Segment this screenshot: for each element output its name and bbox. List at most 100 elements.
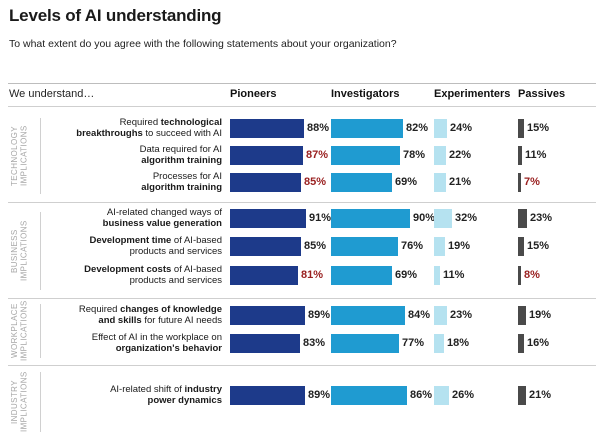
data-label-passives: 21% <box>529 386 551 405</box>
data-label-pioneers: 88% <box>307 119 329 138</box>
bar-passives <box>518 209 527 228</box>
bar-passives <box>518 306 526 325</box>
data-label-value: 69 <box>395 176 408 188</box>
data-label-unit: % <box>542 212 553 224</box>
data-label-value: 87 <box>306 149 319 161</box>
data-label-value: 69 <box>395 269 408 281</box>
data-label-investigators: 82% <box>406 119 428 138</box>
bar-passives <box>518 334 524 353</box>
row-label-part: for future AI needs <box>141 315 222 326</box>
data-label-value: 22 <box>449 149 462 161</box>
data-label-unit: % <box>467 212 478 224</box>
data-label-value: 8 <box>524 269 531 281</box>
bar-investigators <box>331 266 392 285</box>
data-label-unit: % <box>462 122 473 134</box>
data-label-investigators: 90% <box>413 209 435 228</box>
data-label-value: 16 <box>527 337 540 349</box>
data-label-value: 15 <box>527 240 540 252</box>
data-label-value: 89 <box>308 309 321 321</box>
bar-passives <box>518 237 524 256</box>
bar-passives <box>518 119 524 138</box>
row-label-part: of AI-based <box>171 264 222 275</box>
data-label-value: 78 <box>403 149 416 161</box>
bar-investigators <box>331 386 407 405</box>
data-label-pioneers: 89% <box>308 386 330 405</box>
bar-experimenters <box>434 209 452 228</box>
data-label-investigators: 76% <box>401 237 423 256</box>
row-label-part: Required <box>119 117 161 128</box>
bar-pioneers <box>230 173 301 192</box>
divider <box>8 298 596 299</box>
row-label-part: technological <box>160 117 222 128</box>
data-label-unit: % <box>420 309 431 321</box>
bar-pioneers <box>230 334 300 353</box>
data-label-value: 21 <box>449 176 462 188</box>
data-label-unit: % <box>413 240 424 252</box>
data-label-investigators: 77% <box>402 334 424 353</box>
data-label-passives: 8% <box>524 266 540 285</box>
group-bracket-line <box>40 304 41 358</box>
row-label-part: algorithm training <box>141 182 222 193</box>
data-label-experimenters: 18% <box>447 334 469 353</box>
data-label-experimenters: 26% <box>452 386 474 405</box>
row-label-part: Effect of AI in the workplace on <box>91 332 222 343</box>
data-label-unit: % <box>541 309 552 321</box>
row-label: Data required for AI algorithm training <box>0 144 222 166</box>
data-label-value: 19 <box>448 240 461 252</box>
data-label-investigators: 69% <box>395 266 417 285</box>
data-label-value: 11 <box>443 269 455 281</box>
chart-title: Levels of AI understanding <box>9 6 222 25</box>
bar-experimenters <box>434 146 446 165</box>
data-label-passives: 15% <box>527 237 549 256</box>
row-label-part: Development time <box>89 235 172 246</box>
row-label-part: AI-related changed ways of <box>106 207 222 218</box>
bar-experimenters <box>434 386 449 405</box>
data-label-pioneers: 81% <box>301 266 323 285</box>
data-label-pioneers: 85% <box>304 173 326 192</box>
row-label: Development time of AI-based products and… <box>0 235 222 257</box>
group-bracket-line <box>40 212 41 290</box>
bar-investigators <box>331 173 392 192</box>
bar-pioneers <box>230 266 298 285</box>
data-label-experimenters: 21% <box>449 173 471 192</box>
data-label-passives: 16% <box>527 334 549 353</box>
row-label-part: power dynamics <box>147 395 222 406</box>
row-label-part: industry <box>184 384 222 395</box>
data-label-unit: % <box>313 269 324 281</box>
data-label-unit: % <box>316 176 327 188</box>
data-label-unit: % <box>454 269 465 281</box>
data-label-unit: % <box>320 389 331 401</box>
data-label-unit: % <box>407 176 418 188</box>
column-header-passives: Passives <box>518 88 566 100</box>
bar-investigators <box>331 209 410 228</box>
bar-pioneers <box>230 146 303 165</box>
chart-subtitle: To what extent do you agree with the fol… <box>9 38 397 50</box>
row-label-part: changes of knowledge <box>120 304 222 315</box>
divider <box>8 106 596 107</box>
row-label-part: to succeed with AI <box>142 128 222 139</box>
row-label-part: algorithm training <box>141 155 222 166</box>
data-label-pioneers: 83% <box>303 334 325 353</box>
column-header-pioneers: Pioneers <box>230 88 277 100</box>
row-label-part: products and services <box>129 275 222 286</box>
data-label-value: 7 <box>524 176 531 188</box>
bar-investigators <box>331 119 403 138</box>
data-label-unit: % <box>539 240 550 252</box>
data-label-unit: % <box>461 149 472 161</box>
data-label-value: 83 <box>303 337 316 349</box>
data-label-passives: 23% <box>530 209 552 228</box>
row-label: Required technological breakthroughs to s… <box>0 117 222 139</box>
data-label-pioneers: 87% <box>306 146 328 165</box>
data-label-pioneers: 91% <box>309 209 331 228</box>
data-label-unit: % <box>539 122 550 134</box>
data-label-value: 91 <box>309 212 322 224</box>
data-label-unit: % <box>321 212 332 224</box>
row-label: Processes for AI algorithm training <box>0 171 222 193</box>
data-label-experimenters: 19% <box>448 237 470 256</box>
data-label-passives: 11% <box>525 146 546 165</box>
data-label-pioneers: 89% <box>308 306 330 325</box>
bar-investigators <box>331 334 399 353</box>
row-label-part: Required <box>78 304 121 315</box>
data-label-unit: % <box>536 149 547 161</box>
data-label-value: 23 <box>450 309 463 321</box>
